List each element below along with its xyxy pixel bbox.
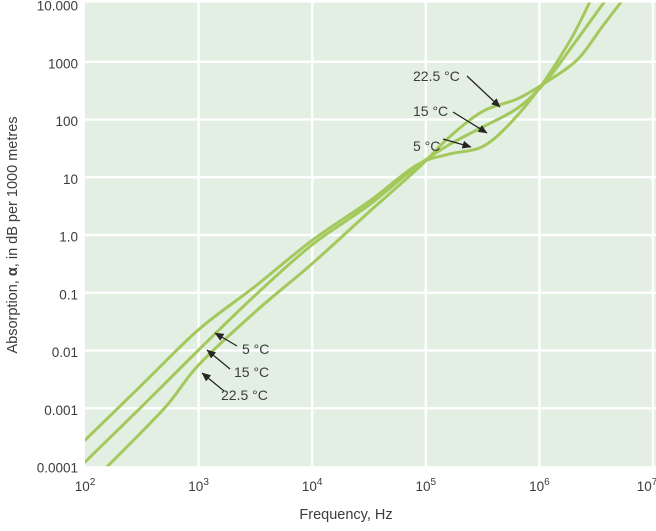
y-tick-label: 1000 — [48, 56, 78, 71]
x-tick-label: 106 — [529, 477, 550, 494]
y-tick-label: 0.01 — [52, 345, 78, 360]
label-upper-22-5c: 22.5 °C — [413, 68, 501, 108]
annotation-label: 22.5 °C — [221, 387, 268, 403]
label-upper-15c: 15 °C — [413, 103, 488, 134]
y-tick-label: 1.0 — [59, 230, 78, 245]
annotation-label: 5 °C — [242, 341, 269, 357]
x-tick-label: 104 — [302, 477, 323, 494]
y-axis-tick-labels: 10.000 1000 100 10 1.0 0.1 0.01 0.001 0.0001 — [37, 0, 78, 476]
annotation-label: 22.5 °C — [413, 68, 460, 84]
x-axis-tick-labels: 102 103 104 105 106 107 — [75, 477, 656, 494]
curves — [85, 2, 623, 467]
curve-annotations: 22.5 °C 15 °C 5 °C 5 °C 15 °C 22.5 °C — [201, 68, 501, 403]
annotation-label: 15 °C — [413, 103, 448, 119]
x-tick-label: 105 — [416, 477, 437, 494]
x-axis-title: Frequency, Hz — [299, 507, 392, 523]
annotation-arrow — [214, 332, 238, 347]
annotation-label: 5 °C — [413, 138, 440, 154]
label-lower-22-5c: 22.5 °C — [201, 372, 268, 403]
x-tick-label: 107 — [637, 477, 656, 494]
y-tick-label: 100 — [55, 114, 78, 129]
y-tick-label: 0.0001 — [37, 461, 78, 476]
curve-22-5c — [105, 2, 623, 467]
y-tick-label: 0.001 — [44, 403, 78, 418]
annotation-arrow — [452, 111, 488, 134]
y-tick-label: 10 — [63, 172, 78, 187]
x-tick-label: 103 — [188, 477, 209, 494]
x-tick-label: 102 — [75, 477, 96, 494]
annotation-arrow — [206, 349, 231, 370]
annotation-arrow — [201, 372, 225, 392]
annotation-label: 15 °C — [234, 364, 269, 380]
y-axis-title: Absorption, α, in dB per 1000 metres — [5, 116, 21, 353]
gridlines — [85, 2, 656, 467]
label-lower-5c: 5 °C — [214, 332, 269, 357]
label-upper-5c: 5 °C — [413, 138, 472, 154]
annotation-arrow — [442, 138, 472, 149]
annotation-arrow — [466, 75, 501, 108]
label-lower-15c: 15 °C — [206, 349, 269, 380]
y-tick-label: 0.1 — [59, 287, 78, 302]
y-tick-label: 10.000 — [37, 0, 78, 14]
